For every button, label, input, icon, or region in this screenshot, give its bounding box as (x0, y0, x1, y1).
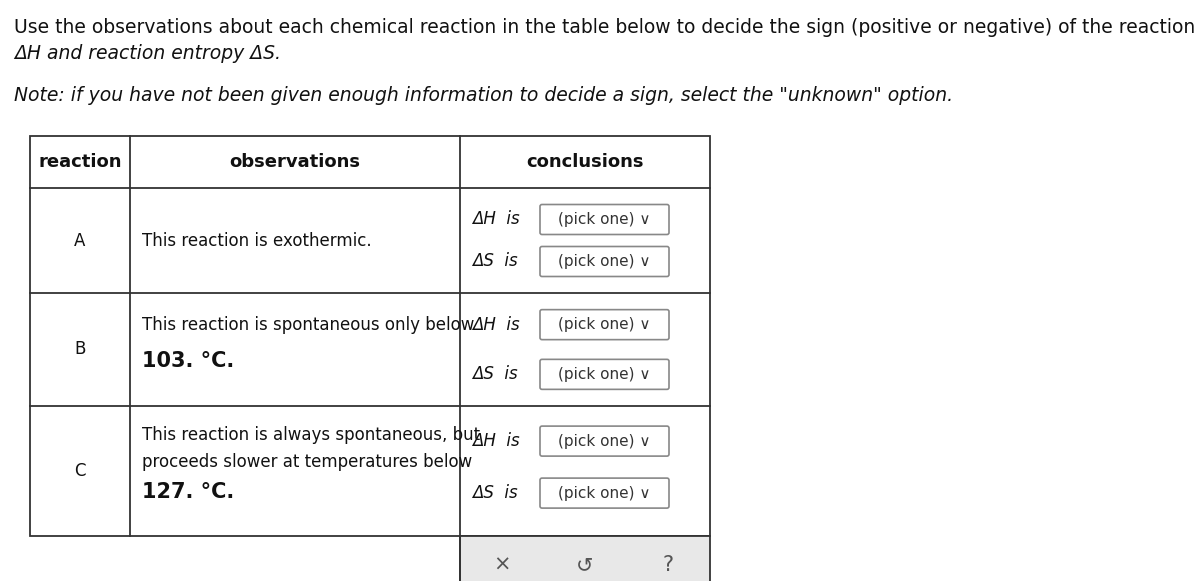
FancyBboxPatch shape (540, 360, 670, 389)
FancyBboxPatch shape (540, 426, 670, 456)
Text: (pick one) ∨: (pick one) ∨ (558, 367, 650, 382)
Text: conclusions: conclusions (527, 153, 643, 171)
Text: ?: ? (662, 555, 674, 575)
Text: ΔH  is: ΔH is (472, 210, 520, 228)
Text: (pick one) ∨: (pick one) ∨ (558, 317, 650, 332)
FancyBboxPatch shape (540, 205, 670, 235)
Text: B: B (74, 340, 85, 358)
Text: Note: if you have not been given enough information to decide a sign, select the: Note: if you have not been given enough … (14, 86, 953, 105)
Text: ΔH and reaction entropy ΔS.: ΔH and reaction entropy ΔS. (14, 44, 281, 63)
Text: This reaction is always spontaneous, but: This reaction is always spontaneous, but (142, 426, 480, 444)
Text: ΔH  is: ΔH is (472, 315, 520, 333)
Text: (pick one) ∨: (pick one) ∨ (558, 486, 650, 501)
FancyBboxPatch shape (540, 310, 670, 340)
FancyBboxPatch shape (540, 478, 670, 508)
Text: ↺: ↺ (576, 555, 594, 575)
Text: ΔH  is: ΔH is (472, 432, 520, 450)
Text: 103. °C.: 103. °C. (142, 351, 234, 371)
Text: This reaction is spontaneous only below: This reaction is spontaneous only below (142, 315, 474, 333)
Bar (30, 136, 710, 536)
Text: ΔS  is: ΔS is (472, 365, 517, 383)
Bar (460, 536, 710, 581)
Text: ΔS  is: ΔS is (472, 484, 517, 502)
Text: ×: × (493, 555, 510, 575)
Text: (pick one) ∨: (pick one) ∨ (558, 433, 650, 449)
Text: reaction: reaction (38, 153, 121, 171)
Text: A: A (74, 231, 85, 249)
Text: 127. °C.: 127. °C. (142, 482, 234, 502)
Text: (pick one) ∨: (pick one) ∨ (558, 212, 650, 227)
Text: This reaction is exothermic.: This reaction is exothermic. (142, 231, 372, 249)
Text: observations: observations (229, 153, 360, 171)
Text: Use the observations about each chemical reaction in the table below to decide t: Use the observations about each chemical… (14, 18, 1200, 37)
Text: proceeds slower at temperatures below: proceeds slower at temperatures below (142, 453, 473, 471)
Text: ΔS  is: ΔS is (472, 253, 517, 271)
Text: (pick one) ∨: (pick one) ∨ (558, 254, 650, 269)
Text: C: C (74, 462, 85, 480)
FancyBboxPatch shape (540, 246, 670, 277)
